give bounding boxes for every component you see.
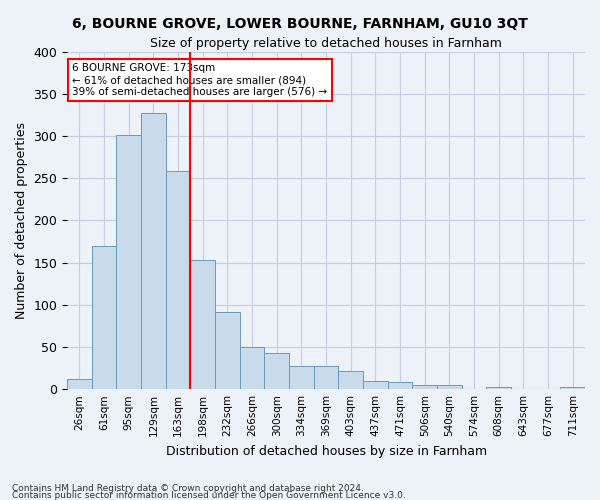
Bar (437, 385, 462, 389)
Text: Contains public sector information licensed under the Open Government Licence v3: Contains public sector information licen… (12, 492, 406, 500)
Y-axis label: Number of detached properties: Number of detached properties (15, 122, 28, 319)
Bar (116, 135, 141, 389)
Bar (412, 385, 437, 389)
Bar (240, 347, 265, 389)
Bar (560, 386, 585, 389)
Bar (92, 246, 116, 389)
Bar (388, 382, 412, 389)
Bar (487, 386, 511, 389)
Bar (363, 380, 388, 389)
X-axis label: Distribution of detached houses by size in Farnham: Distribution of detached houses by size … (166, 444, 487, 458)
Bar (314, 366, 338, 389)
Bar (289, 366, 314, 389)
Text: 6 BOURNE GROVE: 173sqm
← 61% of detached houses are smaller (894)
39% of semi-de: 6 BOURNE GROVE: 173sqm ← 61% of detached… (73, 64, 328, 96)
Bar (215, 312, 240, 389)
Bar (166, 170, 190, 389)
Text: 6, BOURNE GROVE, LOWER BOURNE, FARNHAM, GU10 3QT: 6, BOURNE GROVE, LOWER BOURNE, FARNHAM, … (72, 18, 528, 32)
Bar (67, 379, 92, 389)
Text: Contains HM Land Registry data © Crown copyright and database right 2024.: Contains HM Land Registry data © Crown c… (12, 484, 364, 493)
Bar (265, 353, 289, 389)
Bar (190, 260, 215, 389)
Bar (338, 372, 363, 389)
Bar (141, 114, 166, 389)
Title: Size of property relative to detached houses in Farnham: Size of property relative to detached ho… (150, 38, 502, 51)
